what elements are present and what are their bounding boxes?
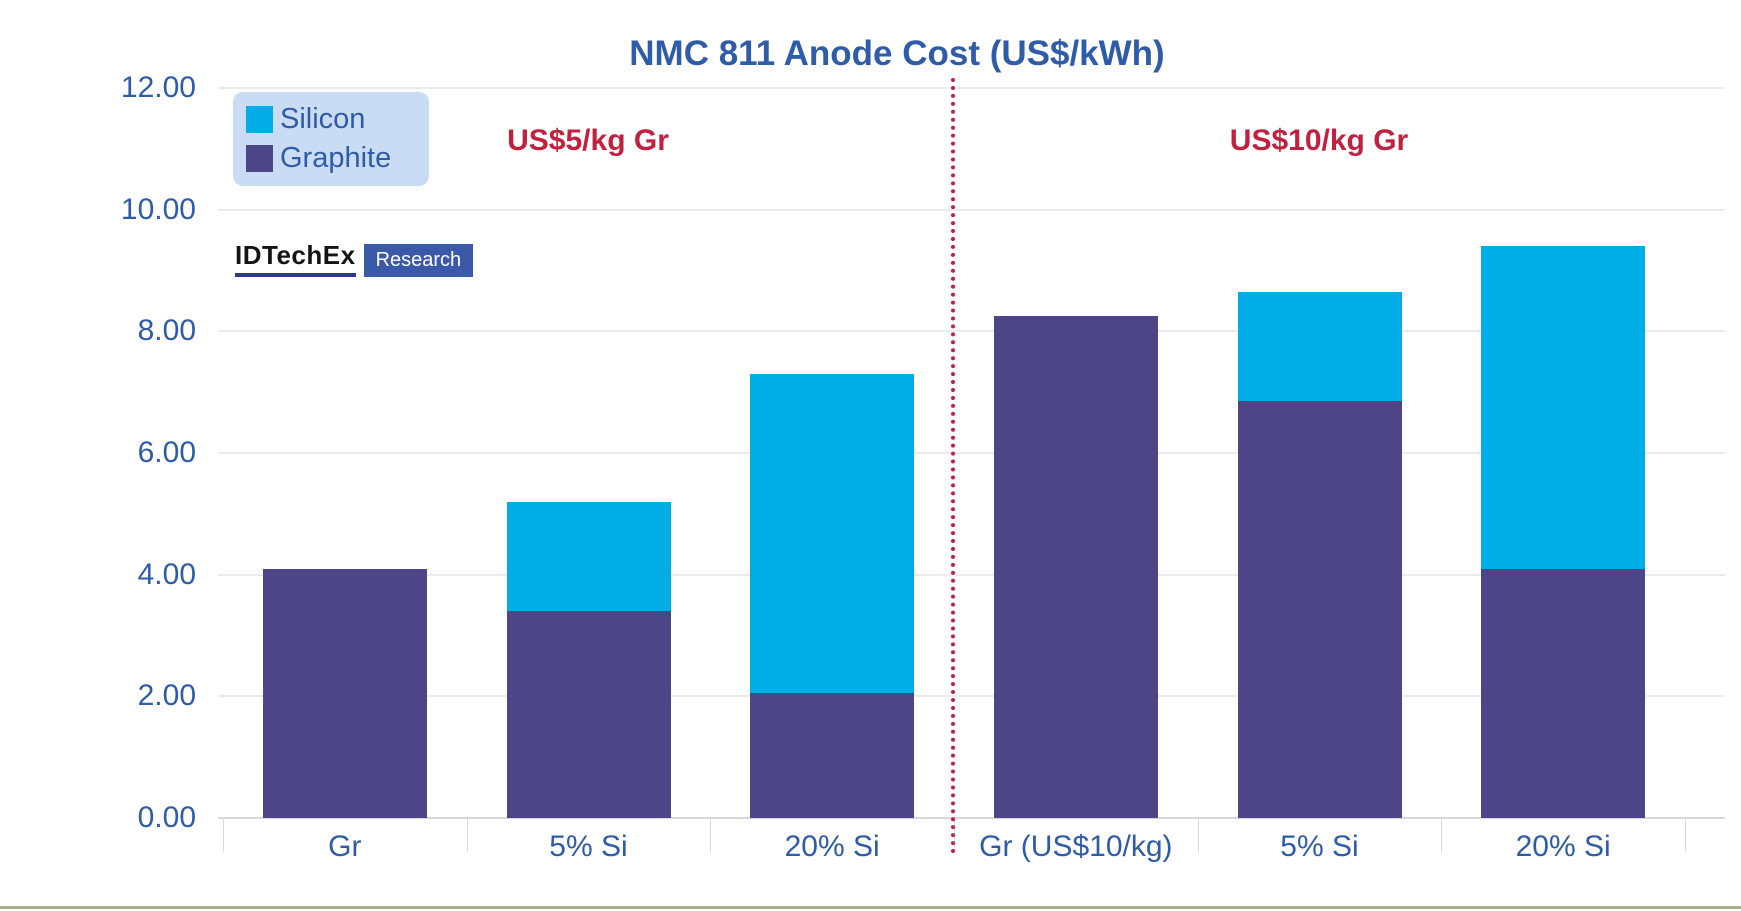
y-tick-label: 10.00: [120, 192, 196, 226]
y-axis: 0.00 2.00 4.00 6.00 8.00 10.00 12.00: [0, 71, 196, 834]
x-axis-boundary-tick: [467, 818, 468, 852]
region-label-us10kg: US$10/kg Gr: [1229, 124, 1409, 157]
bar-segment-silicon-2: [750, 373, 915, 694]
chart-title: NMC 811 Anode Cost (US$/kWh): [629, 34, 1165, 73]
x-axis-boundary-tick: [710, 818, 711, 852]
bar-segment-graphite-1: [506, 611, 671, 818]
x-axis-boundary-tick: [1441, 818, 1442, 852]
legend-swatch-silicon: [246, 105, 273, 133]
x-axis-line: [218, 817, 1725, 819]
idtechex-logo-research-badge: Research: [363, 243, 474, 277]
bar-segment-silicon-5: [1481, 246, 1646, 569]
gridline-y-12: [218, 87, 1725, 89]
gridline-y-6: [218, 452, 1725, 454]
y-tick-label: 6.00: [137, 436, 196, 469]
bar-segment-silicon-4: [1237, 291, 1402, 402]
bar-segment-silicon-1: [506, 501, 671, 612]
y-tick-label: 2.00: [137, 679, 196, 713]
x-axis-boundary-tick: [1685, 818, 1686, 852]
bar-segment-graphite-3: [993, 316, 1158, 818]
gridline-y-8: [218, 330, 1725, 333]
y-tick-label: 4.00: [137, 557, 196, 591]
bar-segment-graphite-5: [1481, 568, 1646, 818]
legend-item-silicon: Silicon: [246, 104, 413, 134]
idtechex-logo-brand: IDTechEx: [235, 241, 356, 277]
x-axis-boundary-tick: [1198, 818, 1199, 852]
gridline-y-2: [218, 695, 1725, 698]
x-axis: Gr 5% Si 20% Si Gr (US$10/kg) 5% Si 20% Si: [223, 827, 1685, 871]
region-label-us5kg: US$5/kg Gr: [507, 124, 669, 157]
gridline-y-10: [218, 208, 1725, 211]
x-tick-label-4: 5% Si: [1280, 830, 1359, 863]
chart-legend: Silicon Graphite: [233, 92, 429, 186]
slide-bottom-border: [0, 906, 1741, 909]
y-tick-label: 12.00: [120, 71, 196, 104]
idtechex-logo: IDTechEx Research: [235, 241, 474, 277]
plot-area: [218, 87, 1725, 852]
x-tick-label-3: Gr (US$10/kg): [979, 830, 1173, 863]
y-tick-label: 8.00: [137, 314, 196, 348]
gridline-y-4: [218, 573, 1725, 576]
price-scenario-divider-dotted-line: [951, 78, 955, 854]
bar-segment-graphite-2: [750, 693, 915, 818]
bar-segment-graphite-0: [262, 568, 427, 818]
y-tick-label: 0.00: [137, 801, 196, 834]
legend-label: Silicon: [280, 103, 366, 135]
x-axis-boundary-tick: [223, 818, 224, 852]
x-tick-label-0: Gr: [328, 830, 362, 863]
legend-label: Graphite: [280, 142, 392, 175]
x-tick-label-5: 20% Si: [1515, 830, 1611, 863]
x-tick-label-2: 20% Si: [784, 830, 880, 863]
legend-item-graphite: Graphite: [246, 142, 413, 175]
bar-segment-graphite-4: [1237, 401, 1402, 818]
x-tick-label-1: 5% Si: [549, 830, 628, 863]
legend-swatch-graphite: [246, 145, 273, 173]
